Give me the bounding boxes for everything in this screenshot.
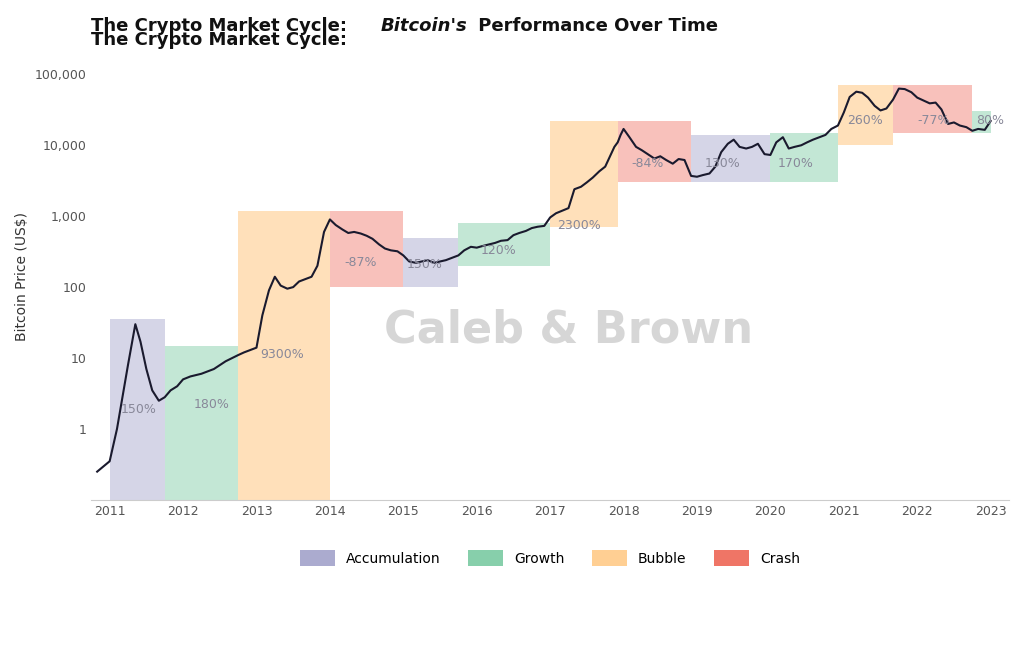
FancyBboxPatch shape: [330, 211, 403, 287]
Text: 260%: 260%: [848, 114, 884, 127]
Text: Bitcoin's: Bitcoin's: [380, 17, 467, 35]
FancyBboxPatch shape: [165, 346, 239, 500]
Text: 2300%: 2300%: [557, 219, 601, 232]
FancyBboxPatch shape: [691, 135, 770, 183]
Text: 150%: 150%: [121, 404, 157, 417]
Text: -77%: -77%: [918, 114, 949, 127]
Text: 80%: 80%: [976, 114, 1004, 127]
Text: The Crypto Market Cycle:: The Crypto Market Cycle:: [91, 17, 353, 35]
Legend: Accumulation, Growth, Bubble, Crash: Accumulation, Growth, Bubble, Crash: [293, 543, 807, 573]
Text: -84%: -84%: [631, 157, 664, 170]
FancyBboxPatch shape: [893, 85, 973, 133]
Text: 120%: 120%: [480, 244, 516, 257]
FancyBboxPatch shape: [770, 133, 838, 183]
Text: 170%: 170%: [778, 157, 814, 170]
Y-axis label: Bitcoin Price (US$): Bitcoin Price (US$): [15, 212, 29, 341]
FancyBboxPatch shape: [617, 121, 691, 183]
FancyBboxPatch shape: [838, 85, 893, 146]
FancyBboxPatch shape: [550, 121, 617, 228]
FancyBboxPatch shape: [973, 111, 990, 133]
FancyBboxPatch shape: [403, 237, 459, 287]
Text: The Crypto Market Cycle:: The Crypto Market Cycle:: [91, 31, 353, 49]
Text: -87%: -87%: [345, 256, 377, 269]
Text: Performance Over Time: Performance Over Time: [472, 17, 718, 35]
Text: Caleb & Brown: Caleb & Brown: [384, 309, 753, 352]
Text: 9300%: 9300%: [260, 348, 304, 361]
FancyBboxPatch shape: [239, 211, 330, 500]
Text: 130%: 130%: [705, 157, 740, 170]
FancyBboxPatch shape: [110, 319, 165, 500]
Text: 150%: 150%: [407, 258, 442, 271]
Text: 180%: 180%: [195, 398, 230, 411]
FancyBboxPatch shape: [459, 223, 550, 266]
